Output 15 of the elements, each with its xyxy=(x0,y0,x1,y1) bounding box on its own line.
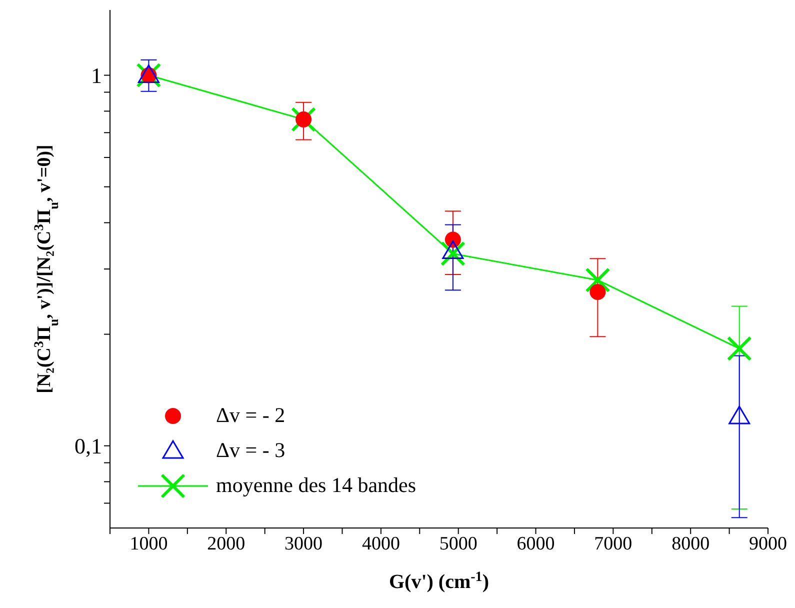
x-tick-label: 3000 xyxy=(284,533,323,554)
legend-label: moyenne des 14 bandes xyxy=(216,473,416,498)
y-tick-label: 1 xyxy=(91,63,102,88)
legend-label: Δv = - 2 xyxy=(216,403,286,428)
x-tick-label: 4000 xyxy=(362,533,400,554)
x-tick-label: 1000 xyxy=(130,533,168,554)
x-tick-label: 7000 xyxy=(594,533,632,554)
x-axis-title: G(v') (cm$^{-1}$) xyxy=(389,570,489,593)
x-tick-label: 6000 xyxy=(516,533,555,554)
y-tick-label: 0,1 xyxy=(74,434,102,459)
x-tick-label: 5000 xyxy=(439,533,478,554)
x-tick-label: 8000 xyxy=(672,533,710,554)
x-tick-label: 9000 xyxy=(749,533,787,554)
x-tick-label: 2000 xyxy=(207,533,246,554)
legend-label: Δv = - 3 xyxy=(216,438,286,463)
